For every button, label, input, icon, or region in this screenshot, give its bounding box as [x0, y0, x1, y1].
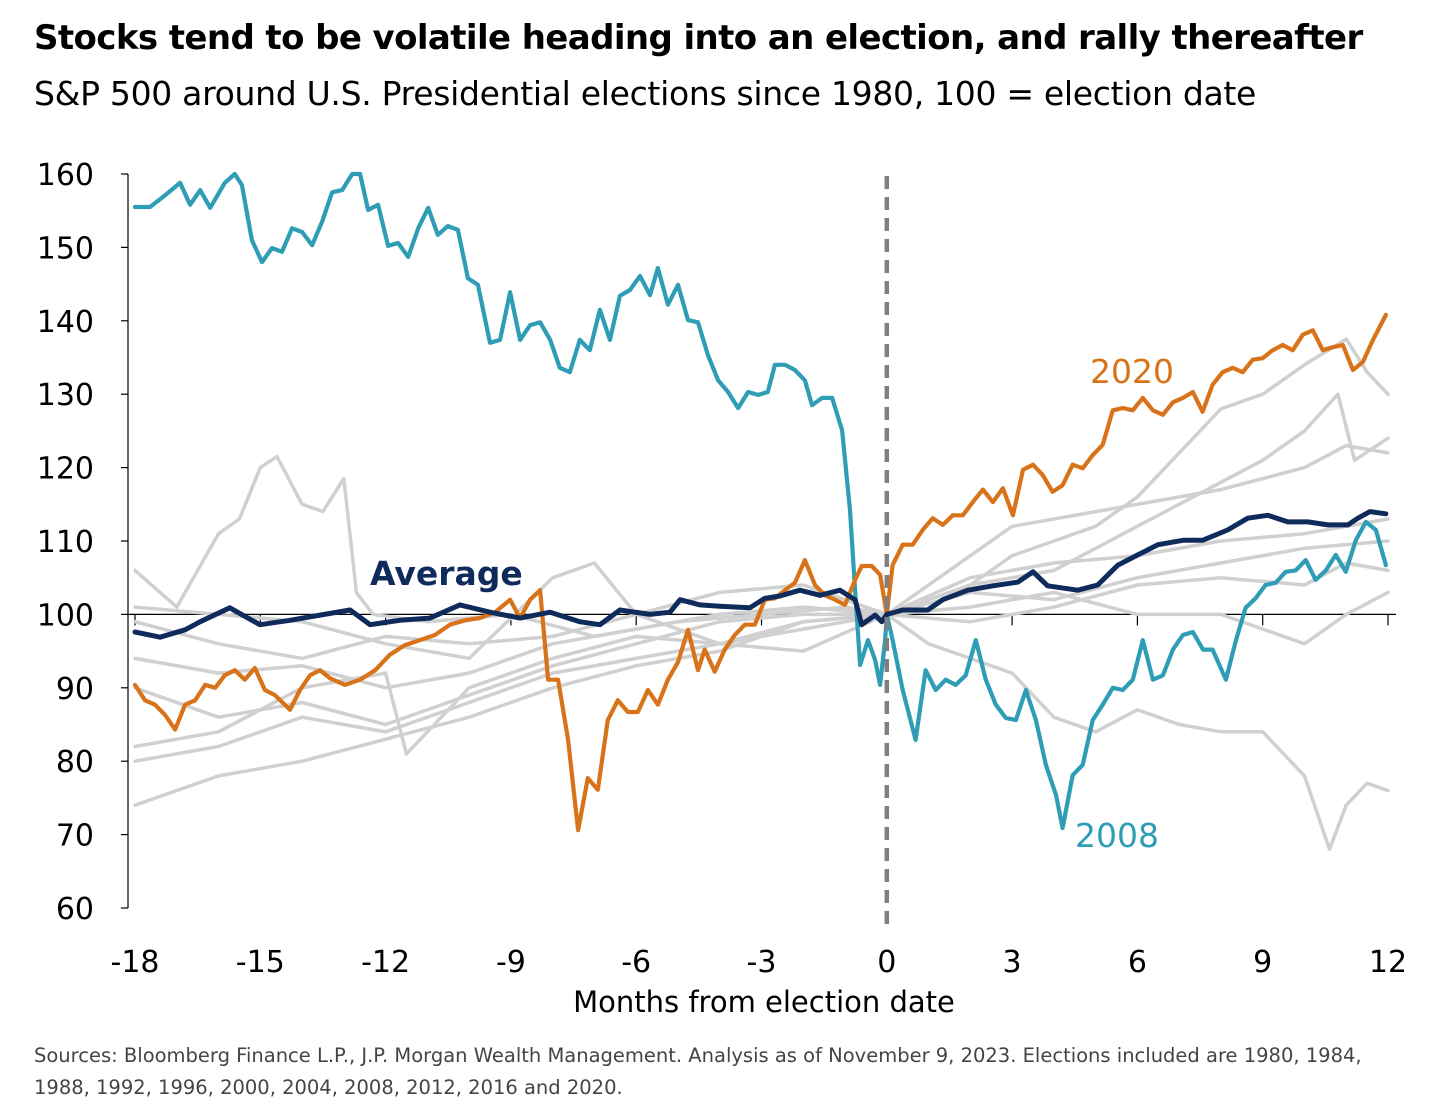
x-tick-label: -15	[236, 945, 285, 980]
x-tick-label: 6	[1128, 945, 1147, 980]
x-tick-label: -3	[747, 945, 777, 980]
x-tick-label: 0	[877, 945, 896, 980]
chart-title: Stocks tend to be volatile heading into …	[34, 18, 1363, 58]
x-tick-label: -12	[361, 945, 410, 980]
y-tick-label: 130	[37, 378, 94, 413]
label-2008: 2008	[1075, 816, 1159, 855]
series-line-2008	[132, 171, 1389, 831]
chart-subtitle: S&P 500 around U.S. Presidential electio…	[34, 74, 1257, 113]
y-tick-label: 90	[56, 672, 94, 707]
series-line-other-election	[133, 561, 1390, 756]
y-tick-label: 80	[56, 745, 94, 780]
series-layer	[128, 171, 1396, 926]
x-tick-label: 3	[1003, 945, 1022, 980]
y-tick-label: 150	[37, 231, 94, 266]
series-line-other-election	[133, 561, 1390, 661]
series-line-other-election	[133, 443, 1390, 690]
y-tick-label: 120	[37, 452, 94, 487]
x-tick-label: -6	[621, 945, 651, 980]
label-average: Average	[370, 554, 523, 593]
series-line-other-election	[133, 517, 1390, 661]
x-tick-label: 12	[1369, 945, 1407, 980]
y-tick-label: 70	[56, 819, 94, 854]
y-tick-label: 140	[37, 305, 94, 340]
x-axis-title: Months from election date	[573, 985, 955, 1019]
x-tick-label: -9	[496, 945, 526, 980]
x-tick-label: 9	[1253, 945, 1272, 980]
label-2020: 2020	[1090, 352, 1174, 391]
series-line-average	[132, 509, 1389, 640]
x-tick-label: -18	[111, 945, 160, 980]
y-tick-label: 160	[37, 158, 94, 193]
series-line-other-election	[133, 454, 1390, 852]
y-tick-label: 110	[37, 525, 94, 560]
y-tick-label: 100	[37, 598, 94, 633]
series-line-other-election	[133, 539, 1390, 727]
series-line-2020	[132, 312, 1389, 833]
y-tick-label: 60	[56, 892, 94, 927]
source-footnote: Sources: Bloomberg Finance L.P., J.P. Mo…	[34, 1044, 1362, 1099]
